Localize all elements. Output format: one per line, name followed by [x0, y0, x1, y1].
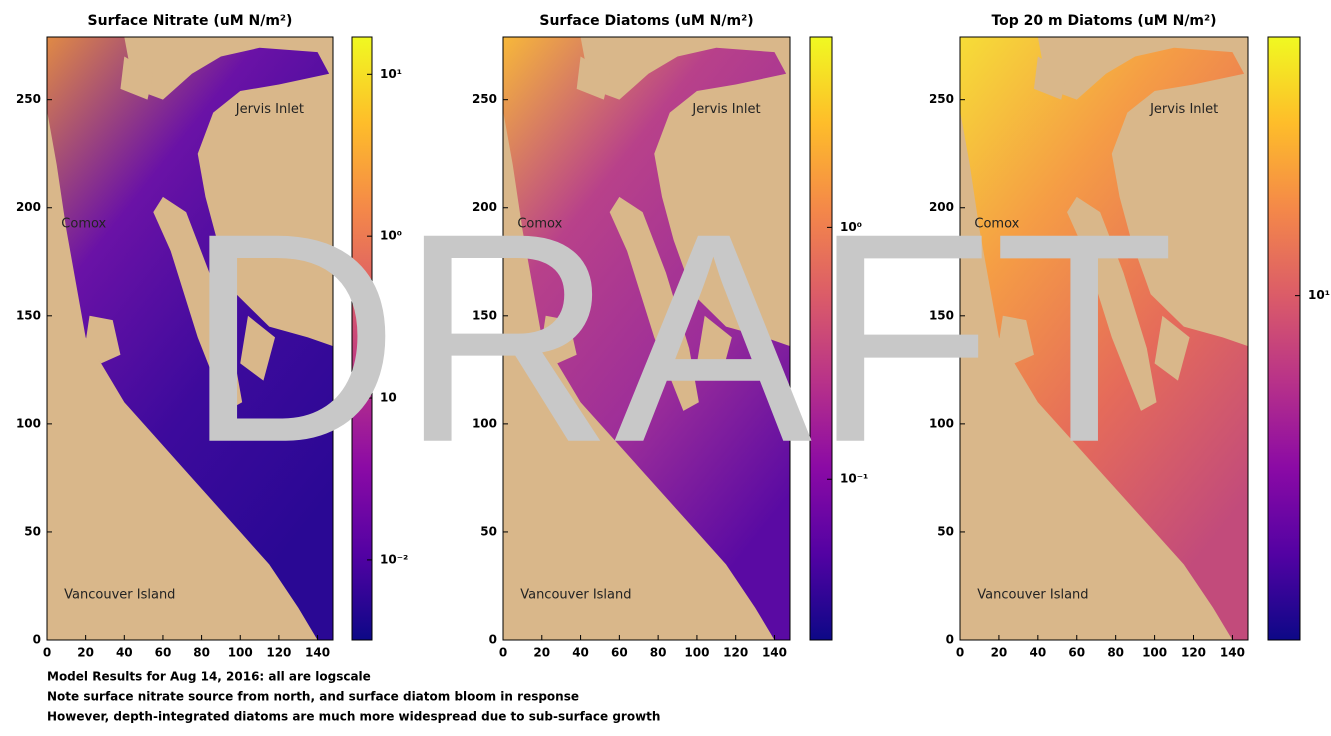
x-tick-label: 140	[305, 646, 330, 660]
place-label: Comox	[61, 216, 106, 231]
x-tick-label: 0	[499, 646, 507, 660]
place-label: Vancouver Island	[977, 587, 1088, 602]
y-tick-label: 250	[16, 92, 41, 106]
x-tick-label: 80	[1107, 646, 1124, 660]
x-tick-label: 80	[193, 646, 210, 660]
place-label: Jervis Inlet	[235, 102, 304, 117]
panel-title: Top 20 m Diatoms (uM N/m²)	[991, 13, 1216, 29]
place-label: Jervis Inlet	[1149, 102, 1218, 117]
panel-title: Surface Diatoms (uM N/m²)	[539, 13, 753, 29]
y-tick-label: 100	[16, 416, 41, 430]
y-tick-label: 0	[946, 633, 954, 647]
place-label: Jervis Inlet	[691, 102, 760, 117]
colorbar-tick-label: 10¹	[380, 67, 402, 81]
x-tick-label: 60	[1068, 646, 1085, 660]
x-tick-label: 0	[956, 646, 964, 660]
x-tick-label: 100	[684, 646, 709, 660]
x-tick-label: 100	[1142, 646, 1167, 660]
x-tick-label: 120	[723, 646, 748, 660]
y-tick-label: 0	[33, 633, 41, 647]
panel-title: Surface Nitrate (uM N/m²)	[88, 13, 293, 29]
y-tick-label: 200	[16, 200, 41, 214]
x-tick-label: 140	[762, 646, 787, 660]
colorbar-tick-label: 10¹	[1308, 288, 1330, 302]
y-tick-label: 50	[937, 524, 954, 538]
x-tick-label: 40	[1029, 646, 1046, 660]
place-label: Vancouver Island	[64, 587, 175, 602]
figure: Surface Nitrate (uM N/m²) 0 20 40 60 80 100 120…	[0, 0, 1331, 736]
x-tick-label: 20	[533, 646, 550, 660]
y-tick-label: 250	[472, 92, 497, 106]
x-tick-label: 20	[77, 646, 94, 660]
x-tick-label: 0	[43, 646, 51, 660]
y-tick-label: 150	[16, 308, 41, 322]
colorbar	[1268, 37, 1300, 640]
watermark: DRAFT	[185, 172, 1175, 505]
x-tick-label: 60	[611, 646, 628, 660]
x-tick-label: 120	[1181, 646, 1206, 660]
x-tick-label: 20	[991, 646, 1008, 660]
y-tick-label: 50	[480, 524, 497, 538]
caption-line: Model Results for Aug 14, 2016: all are …	[47, 670, 371, 684]
x-tick-label: 140	[1220, 646, 1245, 660]
x-tick-label: 60	[155, 646, 172, 660]
x-tick-label: 40	[572, 646, 589, 660]
colorbar-tick-label: 10⁻²	[380, 552, 408, 566]
place-label: Vancouver Island	[520, 587, 631, 602]
y-tick-label: 250	[929, 92, 954, 106]
x-tick-label: 40	[116, 646, 133, 660]
caption-line: Note surface nitrate source from north, …	[47, 690, 579, 704]
x-tick-label: 100	[228, 646, 253, 660]
y-tick-label: 50	[24, 524, 41, 538]
caption-line: However, depth-integrated diatoms are mu…	[47, 710, 660, 724]
x-tick-label: 80	[650, 646, 667, 660]
y-tick-label: 0	[489, 633, 497, 647]
x-tick-label: 120	[266, 646, 291, 660]
